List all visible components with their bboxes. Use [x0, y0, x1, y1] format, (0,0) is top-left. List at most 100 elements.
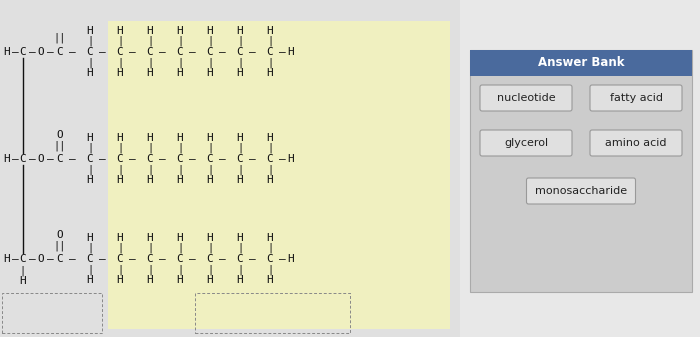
- Text: H: H: [4, 254, 10, 264]
- Text: ||: ||: [54, 33, 66, 43]
- Text: H: H: [237, 68, 244, 78]
- Text: |: |: [237, 165, 243, 175]
- Text: H: H: [267, 68, 274, 78]
- Text: H: H: [237, 133, 244, 143]
- Text: H: H: [176, 68, 183, 78]
- Text: nucleotide: nucleotide: [497, 93, 555, 103]
- Text: H: H: [146, 175, 153, 185]
- Text: H: H: [176, 133, 183, 143]
- Text: –: –: [159, 47, 165, 57]
- FancyBboxPatch shape: [470, 50, 692, 292]
- Text: H: H: [117, 68, 123, 78]
- Text: –: –: [129, 154, 135, 164]
- Text: H: H: [176, 233, 183, 243]
- Text: amino acid: amino acid: [606, 138, 666, 148]
- Text: C: C: [237, 154, 244, 164]
- Text: H: H: [206, 233, 214, 243]
- Text: C: C: [20, 47, 27, 57]
- Text: Answer Bank: Answer Bank: [538, 57, 624, 69]
- Text: H: H: [176, 175, 183, 185]
- Text: C: C: [267, 254, 274, 264]
- Text: –: –: [69, 154, 76, 164]
- FancyBboxPatch shape: [480, 130, 572, 156]
- Text: –: –: [47, 47, 53, 57]
- Text: H: H: [87, 175, 93, 185]
- Text: C: C: [176, 254, 183, 264]
- Text: H: H: [206, 275, 214, 285]
- Text: ||: ||: [54, 241, 66, 251]
- Text: H: H: [146, 233, 153, 243]
- Text: C: C: [87, 254, 93, 264]
- Text: H: H: [146, 133, 153, 143]
- Text: H: H: [146, 26, 153, 36]
- Text: H: H: [267, 275, 274, 285]
- Text: H: H: [206, 133, 214, 143]
- Text: H: H: [87, 275, 93, 285]
- Text: |: |: [117, 243, 123, 253]
- Text: C: C: [176, 154, 183, 164]
- Text: C: C: [237, 47, 244, 57]
- Text: |: |: [237, 36, 243, 46]
- Text: C: C: [117, 254, 123, 264]
- Text: |: |: [237, 265, 243, 275]
- FancyBboxPatch shape: [526, 178, 636, 204]
- Text: H: H: [206, 26, 214, 36]
- Text: H: H: [117, 133, 123, 143]
- Text: monosaccharide: monosaccharide: [535, 186, 627, 196]
- Text: H: H: [237, 233, 244, 243]
- Text: –: –: [188, 47, 195, 57]
- Text: –: –: [248, 154, 256, 164]
- Text: –: –: [248, 47, 256, 57]
- Text: |: |: [177, 36, 183, 46]
- Text: –: –: [279, 47, 286, 57]
- Text: H: H: [206, 68, 214, 78]
- Text: |: |: [87, 243, 93, 253]
- Text: H: H: [117, 26, 123, 36]
- Text: |: |: [87, 143, 93, 153]
- Text: glycerol: glycerol: [504, 138, 548, 148]
- Text: |: |: [147, 36, 153, 46]
- Text: |: |: [177, 143, 183, 153]
- Text: –: –: [12, 254, 18, 264]
- Text: |: |: [147, 165, 153, 175]
- Text: |: |: [207, 143, 213, 153]
- Text: |: |: [87, 265, 93, 275]
- Text: H: H: [87, 26, 93, 36]
- Text: |: |: [237, 58, 243, 68]
- Text: C: C: [117, 47, 123, 57]
- Text: C: C: [57, 254, 64, 264]
- Text: H: H: [267, 175, 274, 185]
- Text: |: |: [267, 58, 273, 68]
- Text: |: |: [177, 243, 183, 253]
- Text: |: |: [117, 265, 123, 275]
- FancyBboxPatch shape: [0, 0, 460, 337]
- Text: –: –: [29, 47, 36, 57]
- Text: –: –: [29, 254, 36, 264]
- Text: C: C: [87, 47, 93, 57]
- Text: H: H: [117, 275, 123, 285]
- Text: |: |: [207, 243, 213, 253]
- Text: |: |: [207, 165, 213, 175]
- Text: |: |: [117, 36, 123, 46]
- Text: –: –: [218, 47, 225, 57]
- Text: –: –: [99, 47, 106, 57]
- Text: H: H: [117, 175, 123, 185]
- Text: –: –: [218, 254, 225, 264]
- Text: H: H: [267, 233, 274, 243]
- Text: –: –: [47, 154, 53, 164]
- Text: H: H: [117, 233, 123, 243]
- Text: C: C: [267, 47, 274, 57]
- FancyBboxPatch shape: [480, 85, 572, 111]
- FancyBboxPatch shape: [590, 85, 682, 111]
- Text: C: C: [267, 154, 274, 164]
- Text: O: O: [57, 130, 64, 140]
- Text: H: H: [20, 276, 27, 286]
- Text: –: –: [69, 254, 76, 264]
- Text: H: H: [87, 68, 93, 78]
- Text: C: C: [146, 154, 153, 164]
- FancyBboxPatch shape: [590, 130, 682, 156]
- Text: –: –: [188, 254, 195, 264]
- Text: H: H: [288, 254, 295, 264]
- Text: H: H: [146, 275, 153, 285]
- Text: C: C: [87, 154, 93, 164]
